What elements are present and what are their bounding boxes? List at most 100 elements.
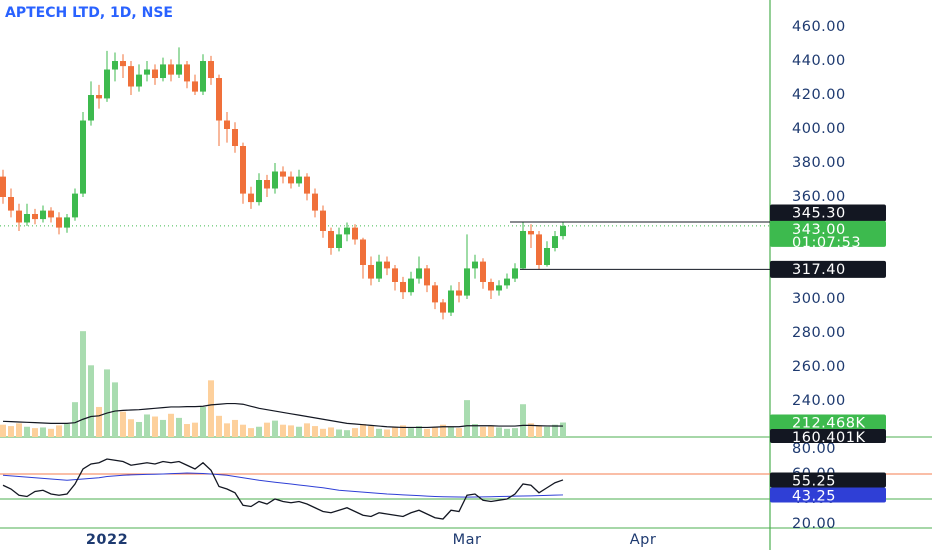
candle-body [368,264,374,279]
volume-bar [280,424,286,437]
candle-body [176,64,182,75]
level-label: 345.30 [792,205,846,221]
volume-bar [128,419,134,437]
volume-bar [440,424,446,437]
volume-bar [368,426,374,437]
candle-body [336,234,342,248]
volume-bar [432,427,438,437]
volume-bar [256,426,262,437]
candle-body [376,261,382,279]
level-box [770,204,886,222]
volume-ma-box [770,429,886,444]
candle-body [264,180,270,189]
volume-bar [80,331,86,437]
candle-body [504,278,510,286]
volume-bar [304,423,310,437]
candle-body [96,95,102,99]
candle-body [272,171,278,189]
volume-bar [296,426,302,437]
candle-body [88,95,94,121]
candle-body [320,210,326,231]
candle-body [72,193,78,218]
volume-bar [416,426,422,437]
y-tick-label: 440.00 [792,53,846,69]
candle-body [384,261,390,269]
volume-bar [32,428,38,437]
volume-bar [176,417,182,437]
volume-bar [376,428,382,437]
candle-body [448,290,454,313]
candle-body [456,290,462,296]
candle-body [184,64,190,82]
candle-body [328,230,334,248]
last-price-box [770,220,886,247]
volume-bar [536,425,542,437]
candle-body [144,69,150,75]
candle-body [104,69,110,99]
rsi-line [2,458,564,520]
candle-body [296,176,302,184]
volume-bar [464,400,470,437]
volume-bar [88,365,94,437]
volume-bar [64,424,70,437]
candle-body [0,176,6,197]
volume-bar [360,424,366,437]
volume-bar [288,425,294,437]
candle-body [192,81,198,92]
volume-bar [120,411,126,437]
volume-bar [344,430,350,437]
candle-body [488,281,494,291]
candle-body [416,268,422,279]
candle-body [440,302,446,313]
y-tick-label: 380.00 [792,155,846,171]
x-tick-label: 2022 [86,532,128,548]
rsi-tick-label: 20.00 [792,516,836,532]
volume-bar [144,414,150,437]
candle-body [432,285,438,303]
candle-body [280,171,286,177]
y-tick-label: 240.00 [792,393,846,409]
candle-body [512,268,518,279]
last-price-label: 343.00 [792,222,846,238]
candle-body [256,180,262,203]
volume-bar [336,429,342,437]
candle-body [552,236,558,248]
candle-body [360,239,366,265]
volume-bar [200,406,206,437]
volume-label: 212.468K [792,415,865,431]
candle-body [424,268,430,286]
candle-body [16,210,22,223]
volume-bar [456,428,462,437]
rsi-tick-label: 80.00 [792,441,836,457]
candle-body [8,196,14,211]
volume-bar [224,423,230,437]
volume-bar [136,421,142,437]
candle-body [408,278,414,293]
volume-bar [16,423,22,437]
volume-bar [168,413,174,437]
candle-body [208,61,214,79]
candle-body [120,61,126,67]
rsi-signal-box [770,487,886,503]
candle-body [400,281,406,293]
y-tick-label: 260.00 [792,359,846,375]
volume-bar [48,428,54,437]
volume-bar [160,419,166,437]
candle-body [304,176,310,194]
volume-bar [240,424,246,437]
candle-body [56,217,62,228]
volume-bar [472,424,478,437]
volume-ma-label: 160.401K [792,430,865,446]
candle-body [112,61,118,70]
volume-bar [480,426,486,437]
candle-body [392,268,398,282]
y-tick-label: 280.00 [792,325,846,341]
volume-bar [312,426,318,437]
rsi-box [770,472,886,488]
candle-body [200,61,206,92]
rsi-signal-line [2,472,564,498]
volume-bar [496,427,502,437]
candle-body [312,193,318,211]
volume-bar [400,425,406,437]
